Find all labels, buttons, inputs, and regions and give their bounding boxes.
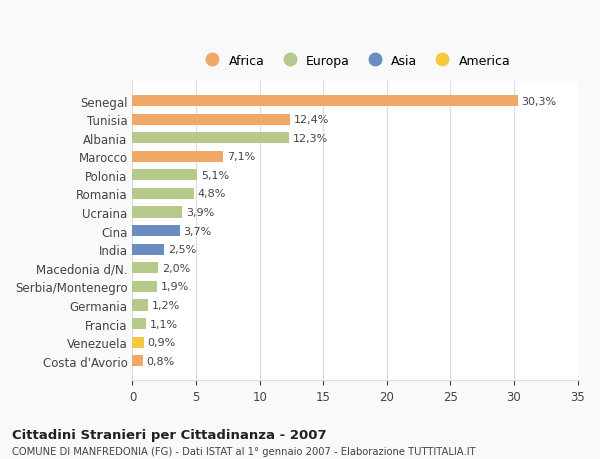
Bar <box>133 244 164 255</box>
Text: 2,0%: 2,0% <box>162 263 190 273</box>
Text: 3,9%: 3,9% <box>186 207 214 218</box>
Text: 12,3%: 12,3% <box>293 134 328 143</box>
Text: 1,1%: 1,1% <box>150 319 178 329</box>
Bar <box>133 300 148 311</box>
Text: 7,1%: 7,1% <box>227 152 255 162</box>
Text: 1,9%: 1,9% <box>160 282 189 292</box>
Bar <box>133 207 182 218</box>
Text: Cittadini Stranieri per Cittadinanza - 2007: Cittadini Stranieri per Cittadinanza - 2… <box>12 428 326 442</box>
Text: 0,8%: 0,8% <box>146 356 175 366</box>
Bar <box>133 133 289 144</box>
Bar <box>133 225 179 237</box>
Text: 2,5%: 2,5% <box>168 245 196 255</box>
Text: 3,7%: 3,7% <box>184 226 212 236</box>
Text: 4,8%: 4,8% <box>197 189 226 199</box>
Legend: Africa, Europa, Asia, America: Africa, Europa, Asia, America <box>195 50 515 73</box>
Bar <box>133 114 290 125</box>
Text: COMUNE DI MANFREDONIA (FG) - Dati ISTAT al 1° gennaio 2007 - Elaborazione TUTTIT: COMUNE DI MANFREDONIA (FG) - Dati ISTAT … <box>12 447 476 456</box>
Bar <box>133 337 144 348</box>
Bar <box>133 281 157 292</box>
Bar <box>133 263 158 274</box>
Text: 0,9%: 0,9% <box>148 337 176 347</box>
Text: 30,3%: 30,3% <box>521 96 557 106</box>
Bar <box>133 96 518 107</box>
Bar <box>133 189 194 200</box>
Text: 5,1%: 5,1% <box>201 170 229 180</box>
Bar <box>133 318 146 330</box>
Bar <box>133 355 143 367</box>
Bar <box>133 151 223 162</box>
Text: 12,4%: 12,4% <box>294 115 329 125</box>
Bar <box>133 170 197 181</box>
Text: 1,2%: 1,2% <box>152 300 180 310</box>
